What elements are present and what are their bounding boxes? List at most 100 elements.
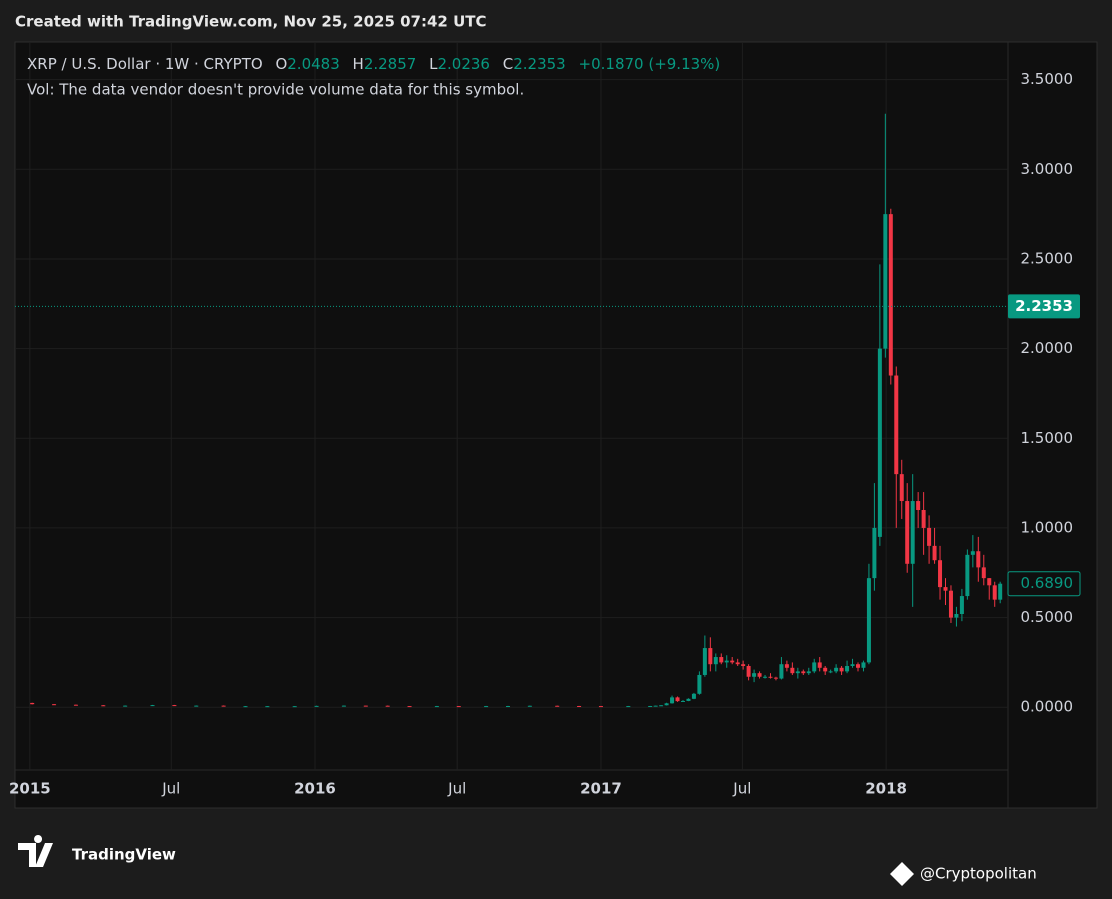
candle-body: [686, 698, 691, 701]
c-value: 2.2353: [513, 55, 566, 73]
candle-body: [899, 474, 904, 502]
c-label: C: [503, 55, 513, 73]
grid: [15, 42, 1008, 770]
candle-body: [73, 704, 78, 706]
candle-body: [265, 706, 270, 708]
y-tick-label: 3.5000: [1021, 70, 1074, 88]
candle-body: [746, 666, 751, 677]
y-tick-label: 1.0000: [1021, 518, 1074, 536]
watermark-icon: [890, 862, 914, 886]
candle-body: [872, 527, 877, 579]
x-tick-label: 2018: [865, 780, 907, 798]
price-label-box: [1008, 294, 1080, 319]
candle-body: [670, 697, 675, 704]
candle-body: [790, 667, 795, 674]
y-tick-label: 2.0000: [1021, 339, 1074, 357]
candle-body: [801, 671, 806, 674]
candle-body: [150, 705, 155, 707]
candle-body: [823, 667, 828, 672]
candle-body: [763, 676, 768, 678]
logo-icon: [18, 835, 53, 867]
candle-body: [998, 583, 1003, 600]
candles: [30, 113, 1003, 708]
candle-body: [795, 671, 800, 674]
candle-body: [894, 375, 899, 475]
price-label-box: [1007, 571, 1081, 597]
candle-body: [855, 664, 860, 668]
candle-body: [877, 348, 882, 537]
watermark: @Cryptopolitan: [890, 862, 1037, 886]
x-tick-label: 2017: [580, 780, 622, 798]
candle-body: [987, 578, 992, 586]
candle-body: [866, 578, 871, 663]
candle-body: [981, 567, 986, 579]
candle-body: [752, 673, 757, 677]
watermark-text: @Cryptopolitan: [920, 865, 1037, 883]
created-caption: Created with TradingView.com, Nov 25, 20…: [15, 13, 487, 31]
candle-body: [697, 674, 702, 694]
candle-body: [779, 664, 784, 679]
candle-body: [806, 671, 811, 674]
y-tick-label: 3.0000: [1021, 160, 1074, 178]
volume-note: Vol: The data vendor doesn't provide vol…: [27, 81, 524, 99]
candle-body: [505, 706, 510, 708]
candle-body: [948, 590, 953, 618]
candle-body: [768, 676, 773, 678]
x-tick-label: 2015: [9, 780, 51, 798]
candle-body: [839, 667, 844, 672]
candle-body: [850, 664, 855, 666]
tradingview-logo: TradingView: [18, 835, 176, 867]
candle-body: [817, 662, 822, 668]
candle-body: [434, 706, 439, 708]
candle-body: [916, 501, 921, 510]
x-tick-label: Jul: [161, 780, 180, 798]
candle-body: [101, 705, 106, 707]
candle-body: [992, 585, 997, 600]
l-value: 2.0236: [437, 55, 490, 73]
candle-body: [938, 560, 943, 588]
candle-body: [555, 705, 560, 707]
candle-body: [484, 706, 489, 708]
candle-body: [456, 706, 461, 708]
price-label: 2.2353: [1015, 297, 1073, 315]
candle-body: [861, 662, 866, 668]
y-tick-label: 0.5000: [1021, 608, 1074, 626]
candle-body: [243, 706, 248, 708]
candle-body: [172, 705, 177, 707]
candle-body: [905, 501, 910, 564]
candle-body: [845, 666, 850, 672]
candle-body: [773, 677, 778, 679]
candle-body: [959, 596, 964, 614]
candle-body: [943, 587, 948, 591]
candle-body: [659, 705, 664, 707]
x-tick-label: Jul: [732, 780, 751, 798]
candle-body: [834, 667, 839, 672]
candle-body: [954, 614, 959, 618]
candle-body: [828, 671, 833, 673]
candle-body: [598, 706, 603, 708]
candle-body: [932, 545, 937, 561]
candle-body: [730, 660, 735, 663]
legend: XRP / U.S. Dollar · 1W · CRYPTO O2.0483 …: [27, 55, 720, 73]
candle-body: [30, 702, 35, 705]
candle-body: [221, 705, 226, 707]
y-tick-label: 0.0000: [1021, 698, 1074, 716]
candle-body: [664, 703, 669, 706]
symbol: XRP / U.S. Dollar · 1W · CRYPTO: [27, 55, 263, 73]
candle-body: [888, 214, 893, 376]
l-label: L: [429, 55, 438, 73]
candle-body: [626, 706, 631, 708]
candle-body: [385, 705, 390, 707]
candle-body: [653, 705, 658, 707]
candle-body: [702, 648, 707, 675]
candle-body: [341, 705, 346, 707]
candle-body: [976, 551, 981, 568]
candle-body: [648, 705, 653, 707]
candle-body: [921, 510, 926, 528]
candle-body: [123, 705, 128, 707]
candle-body: [314, 705, 319, 707]
candle-body: [292, 706, 297, 708]
price-label: 0.6890: [1021, 574, 1074, 592]
